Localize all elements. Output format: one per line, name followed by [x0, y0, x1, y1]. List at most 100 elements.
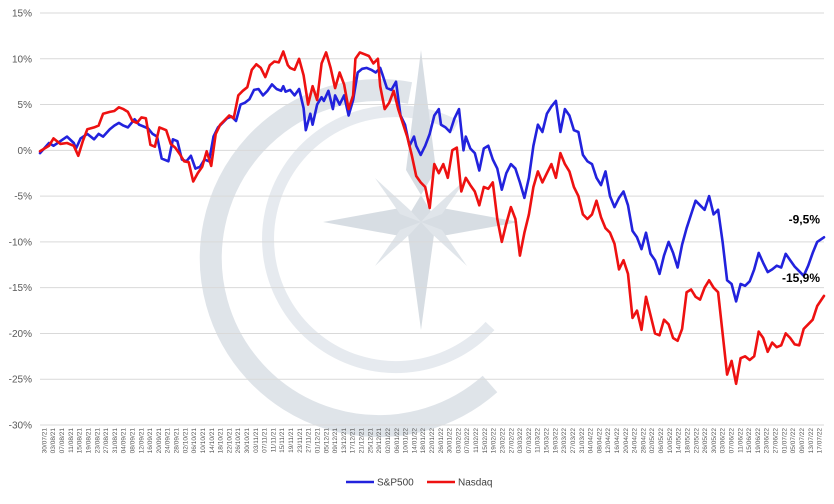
x-tick-label: 02/01/22 [385, 428, 392, 454]
end-value-label: -15,9% [782, 271, 820, 285]
x-tick-label: 22/01/22 [429, 428, 436, 454]
x-tick-label: 31/08/21 [112, 428, 119, 454]
end-value-label: -9,5% [789, 212, 821, 226]
series-line-s-p500 [38, 66, 826, 303]
x-tick-label: 02/10/21 [182, 428, 189, 454]
y-tick-label: -15% [9, 283, 32, 294]
x-tick-label: 15/08/21 [77, 428, 84, 454]
x-tick-label: 23/03/22 [561, 428, 568, 454]
x-tick-label: 18/05/22 [684, 428, 691, 454]
x-tick-label: 09/07/22 [799, 428, 806, 454]
x-axis: 30/07/21 03/08/21 07/08/21 11/08/21 15/08/21… [41, 428, 823, 454]
x-tick-label: 19/03/22 [552, 428, 559, 454]
x-tick-label: 03/08/21 [50, 428, 57, 454]
x-tick-label: 31/03/22 [579, 428, 586, 454]
series-lines [38, 50, 826, 386]
x-tick-label: 12/09/21 [138, 428, 145, 454]
x-tick-label: 11/08/21 [68, 428, 75, 453]
y-tick-label: -5% [14, 192, 32, 203]
x-tick-label: 30/07/21 [41, 428, 48, 454]
x-tick-label: 10/05/22 [667, 428, 674, 454]
x-tick-label: 04/09/21 [121, 428, 128, 454]
x-tick-label: 30/01/22 [447, 428, 454, 454]
x-tick-label: 18/10/21 [218, 428, 225, 454]
x-tick-label: 11/02/22 [473, 428, 480, 453]
x-tick-label: 19/02/22 [491, 428, 498, 454]
x-tick-label: 23/06/22 [764, 428, 771, 454]
x-tick-label: 12/04/22 [605, 428, 612, 454]
x-tick-label: 29/12/21 [376, 428, 383, 454]
x-tick-label: 10/10/21 [200, 428, 207, 454]
x-tick-label: 03/02/22 [455, 428, 462, 454]
x-tick-label: 07/11/21 [262, 428, 269, 453]
y-tick-label: -25% [9, 375, 32, 386]
x-tick-label: 01/12/21 [314, 428, 321, 454]
x-tick-label: 27/02/22 [508, 428, 515, 454]
x-tick-label: 19/08/21 [85, 428, 92, 454]
x-tick-label: 27/06/22 [773, 428, 780, 454]
x-tick-label: 24/09/21 [165, 428, 172, 454]
x-tick-label: 03/11/21 [253, 428, 260, 453]
x-tick-label: 11/06/22 [737, 428, 744, 453]
x-tick-label: 14/10/21 [209, 428, 216, 454]
x-tick-label: 09/12/21 [332, 428, 339, 454]
x-tick-label: 15/11/21 [279, 428, 286, 453]
x-tick-label: 30/05/22 [711, 428, 718, 454]
x-tick-label: 06/10/21 [191, 428, 198, 454]
x-tick-label: 24/04/22 [632, 428, 639, 454]
x-tick-label: 03/03/22 [517, 428, 524, 454]
y-tick-label: 15% [12, 9, 32, 20]
end-labels: -9,5% -15,9% [782, 212, 820, 285]
x-tick-label: 05/07/22 [790, 428, 797, 454]
legend-label: S&P500 [377, 478, 414, 489]
x-tick-label: 16/09/21 [147, 428, 154, 454]
x-tick-label: 17/12/21 [350, 428, 357, 454]
x-tick-label: 28/04/22 [640, 428, 647, 454]
compass-watermark-logo [199, 50, 519, 438]
y-tick-label: 0% [18, 146, 33, 157]
x-tick-label: 27/08/21 [103, 428, 110, 454]
series-line-nasdaq [38, 50, 826, 386]
y-tick-label: -10% [9, 237, 32, 248]
x-tick-label: 06/05/22 [658, 428, 665, 454]
y-tick-label: 5% [18, 100, 33, 111]
x-tick-label: 26/10/21 [235, 428, 242, 454]
x-tick-label: 08/04/22 [596, 428, 603, 454]
x-tick-label: 03/06/22 [720, 428, 727, 454]
x-tick-label: 13/07/22 [808, 428, 815, 454]
x-tick-label: 23/08/21 [94, 428, 101, 454]
x-tick-label: 13/12/21 [341, 428, 348, 454]
x-tick-label: 07/03/22 [526, 428, 533, 454]
x-tick-label: 07/02/22 [464, 428, 471, 454]
x-tick-label: 04/04/22 [588, 428, 595, 454]
legend-label: Nasdaq [458, 478, 492, 489]
x-tick-label: 23/11/21 [297, 428, 304, 453]
x-tick-label: 27/03/22 [570, 428, 577, 454]
x-tick-label: 11/03/22 [535, 428, 542, 453]
x-tick-label: 11/11/21 [270, 428, 277, 453]
legend: S&P500 Nasdaq [346, 478, 492, 489]
x-tick-label: 01/07/22 [781, 428, 788, 454]
x-tick-label: 10/01/22 [403, 428, 410, 454]
x-tick-label: 02/05/22 [649, 428, 656, 454]
x-tick-label: 07/06/22 [729, 428, 736, 454]
x-tick-label: 21/12/21 [359, 428, 366, 454]
x-tick-label: 05/12/21 [323, 428, 330, 454]
x-tick-label: 07/08/21 [59, 428, 66, 454]
x-tick-label: 25/12/21 [367, 428, 374, 454]
x-tick-label: 16/04/22 [614, 428, 621, 454]
y-tick-label: -20% [9, 329, 32, 340]
x-tick-label: 06/01/22 [394, 428, 401, 454]
x-tick-label: 14/05/22 [676, 428, 683, 454]
x-tick-label: 30/10/21 [244, 428, 251, 454]
x-tick-label: 22/10/21 [226, 428, 233, 454]
x-tick-label: 27/11/21 [306, 428, 313, 453]
x-tick-label: 19/11/21 [288, 428, 295, 453]
x-tick-label: 26/01/22 [438, 428, 445, 454]
x-tick-label: 18/01/22 [420, 428, 427, 454]
y-tick-label: -30% [9, 421, 32, 432]
x-tick-label: 14/01/22 [411, 428, 418, 454]
y-tick-label: 10% [12, 54, 32, 65]
